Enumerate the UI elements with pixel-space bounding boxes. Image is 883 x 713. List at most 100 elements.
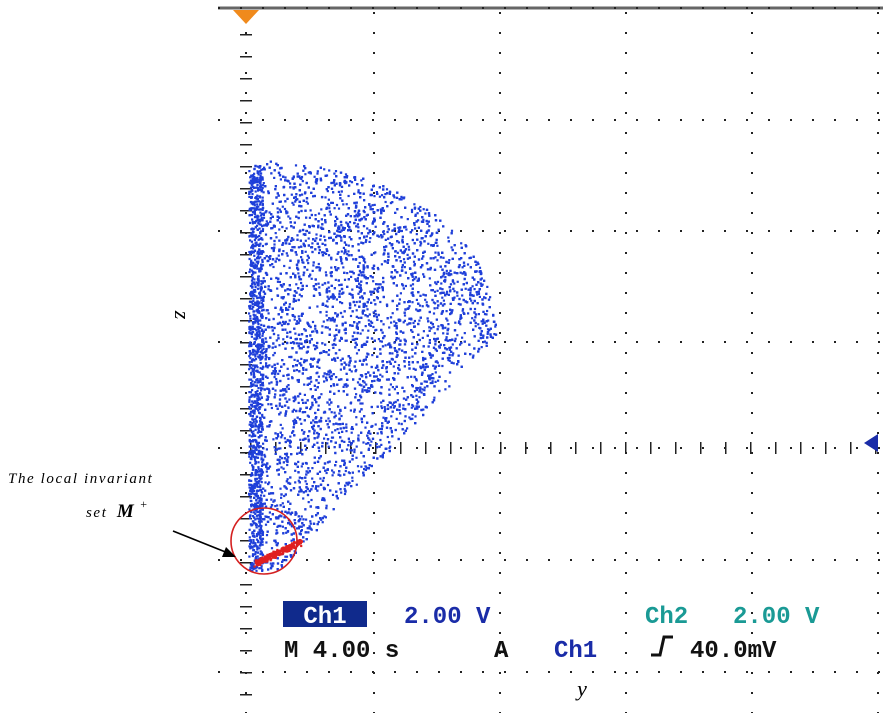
grid-dot — [218, 341, 220, 343]
attractor-point — [320, 416, 323, 419]
attractor-point — [259, 541, 262, 544]
grid-dot — [240, 430, 252, 432]
attractor-point — [460, 242, 463, 245]
attractor-point — [332, 383, 335, 386]
attractor-point — [355, 213, 358, 216]
attractor-point — [345, 423, 348, 426]
attractor-point — [423, 389, 426, 392]
attractor-point — [275, 529, 278, 532]
grid-dot — [373, 152, 375, 154]
grid-dot — [570, 119, 572, 121]
attractor-point — [414, 415, 417, 418]
grid-dot — [790, 119, 792, 121]
attractor-point — [305, 359, 308, 362]
attractor-point — [423, 380, 426, 383]
attractor-point — [357, 349, 360, 352]
attractor-point — [255, 379, 258, 382]
attractor-point — [276, 507, 279, 511]
attractor-point — [289, 217, 292, 220]
grid-dot — [416, 7, 418, 9]
grid-dot — [499, 612, 501, 614]
grid-dot — [625, 292, 627, 294]
attractor-point — [317, 212, 321, 215]
grid-dot — [751, 492, 753, 494]
grid-dot — [394, 447, 396, 449]
grid-dot — [625, 432, 627, 434]
attractor-point — [412, 405, 415, 408]
grid-dot — [751, 212, 753, 214]
attractor-point — [444, 388, 447, 391]
grid-dot — [275, 442, 277, 454]
attractor-point — [421, 305, 424, 308]
grid-dot — [218, 230, 220, 232]
grid-dot — [373, 92, 375, 94]
grid-dot — [438, 559, 440, 561]
grid-dot — [746, 671, 748, 673]
attractor-point — [358, 255, 361, 259]
attractor-point — [334, 170, 338, 173]
attractor-point — [464, 287, 467, 290]
grid-dot — [372, 447, 374, 449]
attractor-point — [420, 373, 424, 376]
grid-dot — [548, 341, 550, 343]
grid-dot — [658, 7, 660, 9]
grid-dot — [499, 432, 501, 434]
attractor-point — [422, 208, 425, 211]
attractor-point — [326, 305, 329, 308]
grid-dot — [614, 671, 616, 673]
attractor-point — [322, 476, 325, 480]
attractor-point — [408, 248, 411, 251]
attractor-point — [322, 411, 326, 414]
grid-dot — [240, 230, 242, 232]
attractor-point — [471, 317, 474, 320]
grid-dot — [775, 442, 777, 454]
attractor-point — [486, 309, 489, 313]
grid-dot — [394, 119, 396, 121]
attractor-point — [272, 265, 275, 269]
attractor-point — [461, 308, 465, 311]
grid-dot — [240, 7, 242, 9]
attractor-point — [262, 216, 266, 219]
grid-dot — [751, 412, 753, 414]
attractor-point — [371, 354, 374, 357]
attractor-point — [285, 252, 288, 255]
grid-dot — [625, 72, 627, 74]
grid-dot — [680, 447, 682, 449]
attractor-point — [273, 243, 276, 246]
attractor-point — [274, 232, 277, 235]
attractor-point — [300, 465, 303, 468]
grid-dot — [548, 559, 550, 561]
attractor-point — [265, 210, 268, 213]
grid-dot — [504, 230, 506, 232]
grid-dot — [240, 584, 252, 586]
attractor-point — [381, 289, 384, 292]
attractor-point — [366, 308, 369, 311]
attractor-point — [356, 381, 360, 384]
attractor-point — [354, 278, 357, 281]
attractor-point — [445, 272, 448, 275]
grid-dot — [240, 474, 252, 476]
attractor-point — [311, 320, 315, 324]
grid-dot — [625, 112, 627, 114]
attractor-point — [314, 327, 317, 330]
attractor-point — [350, 431, 353, 434]
attractor-point — [480, 320, 483, 323]
grid-dot — [625, 632, 627, 634]
attractor-point — [392, 365, 395, 368]
attractor-point — [445, 269, 448, 272]
attractor-point — [330, 436, 334, 439]
attractor-point — [411, 355, 414, 358]
attractor-point — [408, 363, 411, 366]
attractor-point — [364, 240, 367, 244]
grid-dot — [373, 32, 375, 34]
attractor-point — [270, 298, 273, 301]
attractor-point — [287, 456, 290, 459]
attractor-point — [410, 210, 414, 214]
attractor-point — [477, 262, 480, 266]
grid-dot — [812, 559, 814, 561]
attractor-point — [359, 332, 362, 335]
attractor-point — [267, 403, 270, 406]
attractor-point — [256, 198, 259, 201]
attractor-point — [265, 541, 268, 544]
attractor-point — [376, 366, 379, 369]
